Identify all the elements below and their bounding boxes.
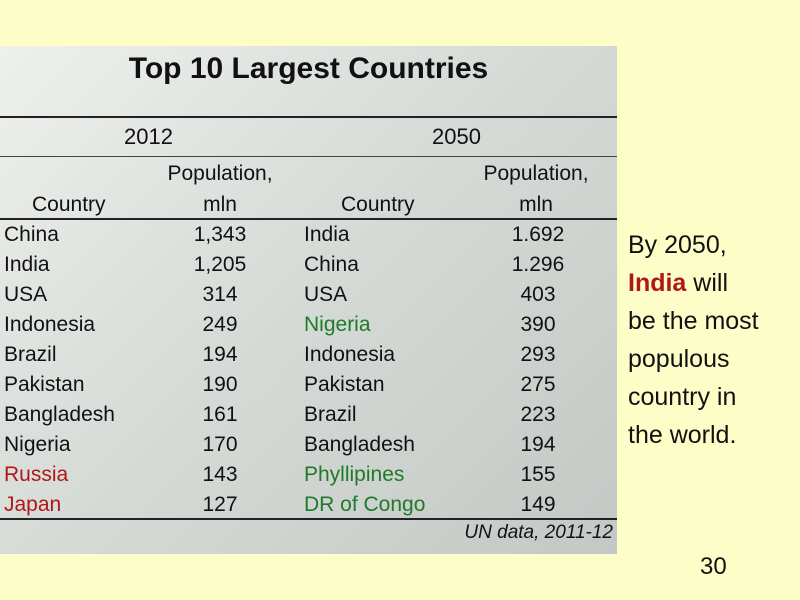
country-2050: Phyllipines bbox=[304, 463, 405, 486]
country-2012: Pakistan bbox=[4, 373, 85, 396]
side-note-line6: the world. bbox=[628, 421, 737, 449]
country-2050: Pakistan bbox=[304, 373, 385, 396]
population-2050: 390 bbox=[520, 313, 556, 336]
population-2050: 403 bbox=[520, 283, 556, 306]
col-country-2012: Country bbox=[32, 193, 106, 216]
year-2012-header: 2012 bbox=[124, 124, 173, 149]
population-2012: 1,205 bbox=[193, 253, 247, 276]
table-title: Top 10 Largest Countries bbox=[128, 52, 489, 85]
country-2050: Indonesia bbox=[304, 343, 396, 366]
country-2012: USA bbox=[4, 283, 48, 306]
side-note-line2: India will bbox=[628, 264, 798, 302]
year-2050-header: 2050 bbox=[432, 124, 481, 149]
col-population-2012-line1: Population, bbox=[167, 162, 273, 185]
table-panel: Top 10 Largest Countries 2012 2050 Count… bbox=[0, 46, 617, 554]
population-2050: 194 bbox=[520, 433, 556, 456]
country-2012: India bbox=[4, 253, 50, 276]
side-note-line1: By 2050, bbox=[628, 231, 727, 259]
population-2012: 170 bbox=[202, 433, 238, 456]
population-2012: 127 bbox=[202, 493, 238, 516]
population-2012: 314 bbox=[202, 283, 238, 306]
country-2012: Indonesia bbox=[4, 313, 96, 336]
population-2050: 293 bbox=[520, 343, 556, 366]
source-note: UN data, 2011-12 bbox=[464, 522, 613, 543]
side-note-highlight: India bbox=[628, 269, 687, 297]
divider-bottom bbox=[0, 518, 617, 520]
country-2050: China bbox=[304, 253, 359, 276]
country-2050: India bbox=[304, 223, 350, 246]
col-population-2050-line2: mln bbox=[519, 193, 553, 216]
divider-year bbox=[0, 156, 617, 157]
divider-header bbox=[0, 218, 617, 220]
page-number: 30 bbox=[700, 553, 727, 580]
population-2050: 149 bbox=[520, 493, 556, 516]
col-population-2050-line1: Population, bbox=[483, 162, 589, 185]
population-2050: 223 bbox=[520, 403, 556, 426]
population-2012: 194 bbox=[202, 343, 238, 366]
country-2050: USA bbox=[304, 283, 348, 306]
country-2050: Bangladesh bbox=[304, 433, 415, 456]
population-2050: 1.296 bbox=[511, 253, 565, 276]
side-note-line4: populous bbox=[628, 345, 730, 373]
population-2012: 161 bbox=[202, 403, 238, 426]
country-2050: DR of Congo bbox=[304, 493, 426, 516]
side-note-line3: be the most bbox=[628, 307, 759, 335]
side-note-line2-rest: will bbox=[686, 269, 729, 297]
population-2050: 1.692 bbox=[511, 223, 565, 246]
population-2012: 143 bbox=[202, 463, 238, 486]
country-2012: Nigeria bbox=[4, 433, 71, 456]
country-2012: Russia bbox=[4, 463, 69, 486]
col-country-2050: Country bbox=[341, 193, 415, 216]
population-2012: 1,343 bbox=[193, 223, 247, 246]
col-population-2012-line2: mln bbox=[203, 193, 237, 216]
country-2050: Brazil bbox=[304, 403, 357, 426]
population-2050: 155 bbox=[520, 463, 556, 486]
population-2012: 249 bbox=[202, 313, 238, 336]
side-note: By 2050, India will be the most populous… bbox=[628, 226, 798, 454]
country-2012: Japan bbox=[4, 493, 62, 516]
country-2012: China bbox=[4, 223, 59, 246]
population-2012: 190 bbox=[202, 373, 238, 396]
country-2012: Bangladesh bbox=[4, 403, 115, 426]
population-2050: 275 bbox=[520, 373, 556, 396]
country-2050: Nigeria bbox=[304, 313, 371, 336]
divider-top bbox=[0, 116, 617, 118]
side-note-line5: country in bbox=[628, 383, 737, 411]
country-2012: Brazil bbox=[4, 343, 57, 366]
